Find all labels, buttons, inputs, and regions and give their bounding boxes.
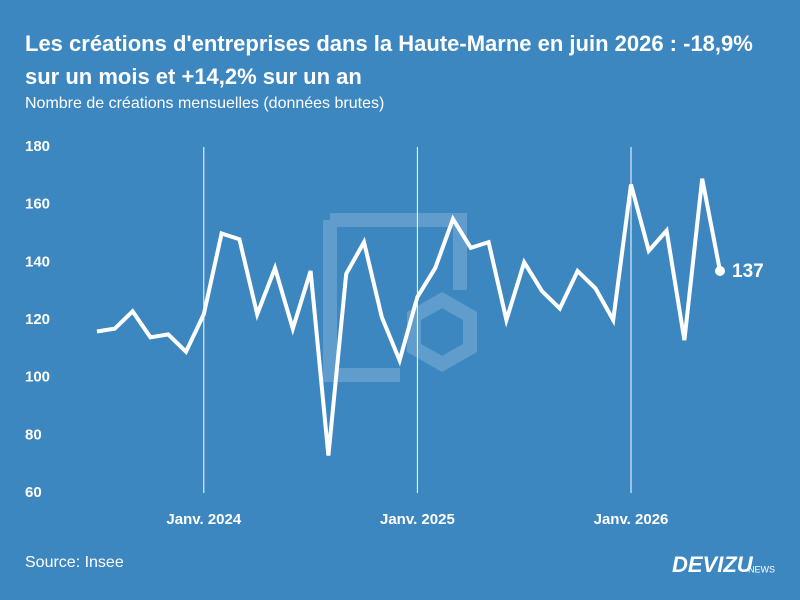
y-tick-label: 120 xyxy=(25,311,50,328)
source: Source: Insee xyxy=(25,554,124,571)
brand: DEVIZU xyxy=(672,552,754,577)
y-tick-label: 80 xyxy=(25,426,42,443)
series-line xyxy=(96,178,722,456)
chart-title: Les créations d'entreprises dans la Haut… xyxy=(25,31,753,89)
x-tick-label: Janv. 2024 xyxy=(166,511,241,528)
end-point xyxy=(715,265,725,276)
y-tick-label: 180 xyxy=(25,138,50,155)
end-label: 137 xyxy=(732,261,764,282)
y-tick-label: 160 xyxy=(25,196,50,213)
x-tick-label: Janv. 2026 xyxy=(594,511,669,528)
x-tick-label: Janv. 2025 xyxy=(380,511,455,528)
y-tick-label: 60 xyxy=(25,484,42,501)
y-tick-label: 100 xyxy=(25,369,50,386)
brand-suffix: NEWS xyxy=(748,564,775,574)
y-tick-label: 140 xyxy=(25,253,50,270)
subtitle: Nombre de créations mensuelles (données … xyxy=(25,95,384,112)
